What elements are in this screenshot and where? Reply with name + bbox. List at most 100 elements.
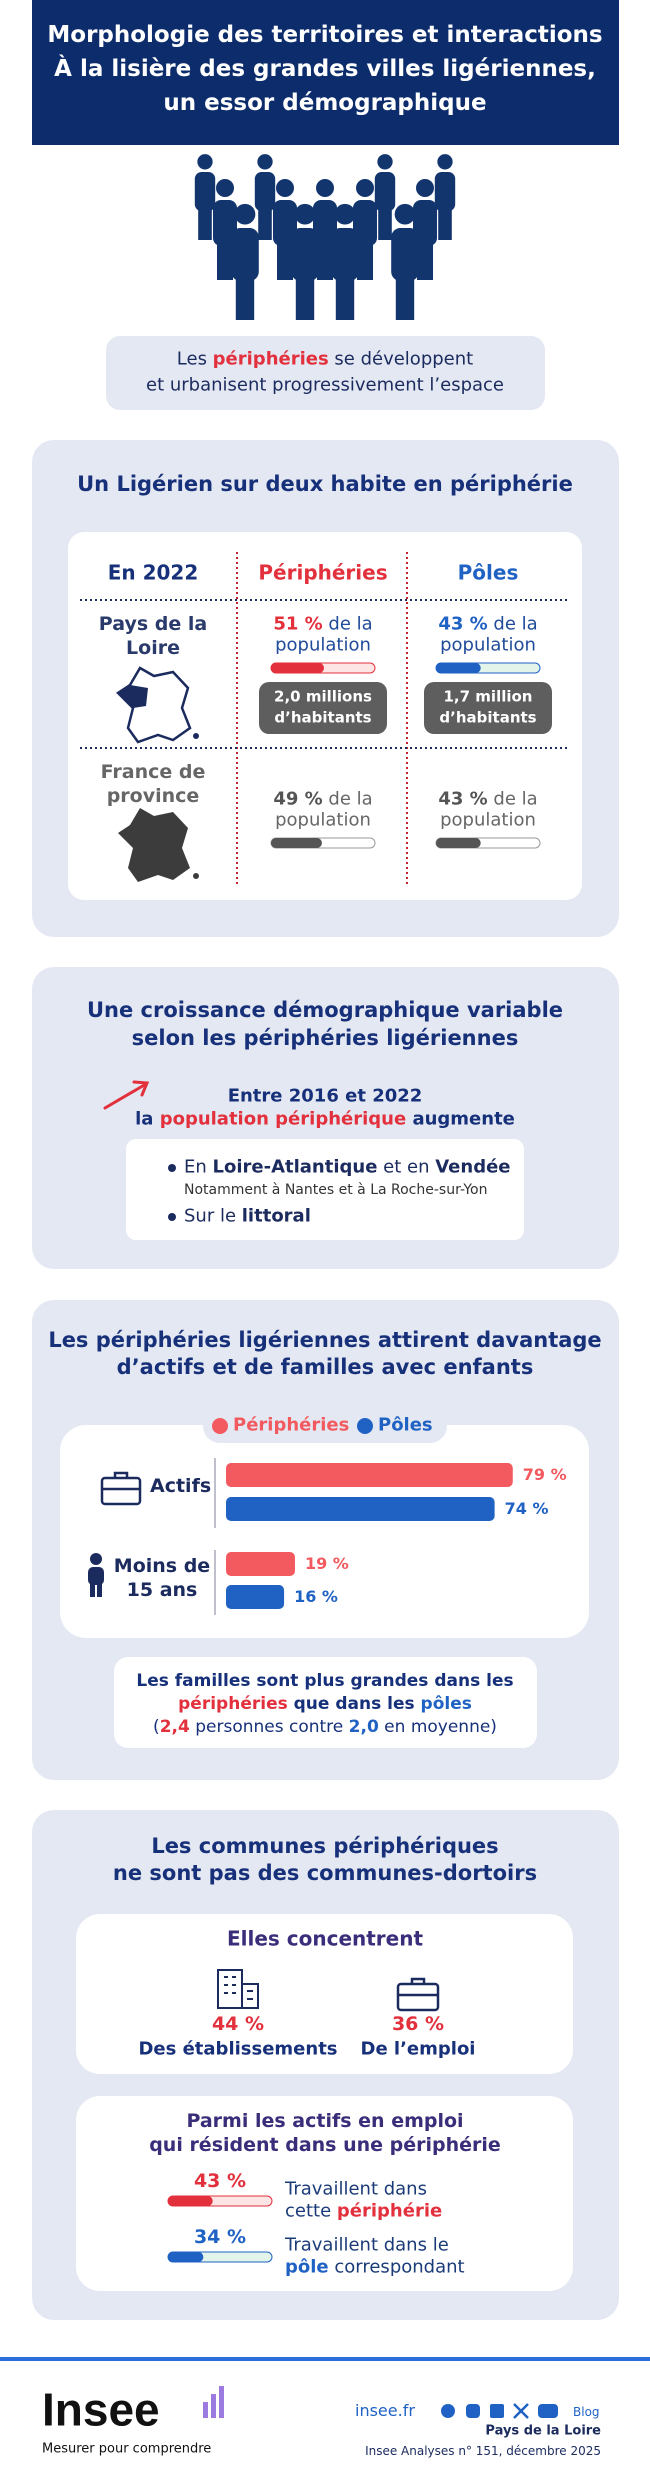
stat-value: 34 % (193, 2226, 247, 2249)
text-segment: 2,0 (348, 1717, 379, 1738)
bar-label: 19 % (304, 1553, 349, 1573)
person-icon (334, 203, 356, 225)
note-text: (2,4 personnes contre 2,0 en moyenne) (115, 1717, 535, 1738)
logo: Insee (42, 2383, 160, 2436)
column-header: En 2022 (107, 560, 199, 585)
stat-text: Travaillent dans le (285, 2235, 449, 2257)
text-segment: littoral (241, 1205, 311, 1227)
person-icon (197, 154, 213, 170)
text-segment: personnes contre (189, 1717, 349, 1738)
stat-text: cette périphérie (285, 2200, 443, 2223)
bar (226, 1463, 513, 1487)
count-text: 1,7 million (443, 687, 533, 706)
group-label: Actifs (150, 1475, 212, 1498)
person-icon (391, 228, 419, 281)
person-icon (216, 179, 234, 197)
stat-value: 44 % (211, 2013, 265, 2036)
share-value: 51 % (273, 613, 323, 635)
share-text: de la (493, 788, 538, 810)
column-header: Pôles (457, 560, 519, 585)
bar (168, 2252, 204, 2262)
share-text: de la (493, 613, 538, 635)
person-icon (276, 179, 294, 197)
logo-bars (203, 2386, 224, 2418)
person-icon (198, 206, 212, 240)
text-segment: correspondant (328, 2256, 465, 2278)
map-icon (116, 666, 199, 744)
count-text: d’habitants (439, 708, 537, 727)
person-icon (438, 206, 452, 240)
arrow-icon (103, 1080, 150, 1110)
text-segment: périphérie (336, 2200, 443, 2222)
person-icon (434, 172, 456, 212)
count-pill (424, 682, 552, 734)
text-segment: Les (176, 348, 213, 370)
intro-pill (106, 336, 545, 410)
person-icon (254, 172, 276, 212)
header-title: un essor démographique (163, 89, 487, 116)
header-title: À la lisière des grandes villes ligérien… (54, 55, 596, 82)
map-icon (118, 808, 199, 882)
person-icon (413, 200, 437, 246)
person-icon (316, 179, 334, 197)
bar-label: 16 % (294, 1586, 338, 1606)
text-segment: en moyenne) (378, 1717, 497, 1738)
text-segment: Travaillent dans (285, 2178, 427, 2200)
intro-text: Les périphéries se développent (110, 348, 540, 371)
bullet (168, 1164, 176, 1172)
text-segment: la (135, 1108, 160, 1130)
box-title: Parmi les actifs en emploi (186, 2110, 464, 2133)
text-segment: augmente (406, 1108, 515, 1130)
blog-link[interactable]: Blog (573, 2405, 600, 2420)
site-link[interactable]: insee.fr (355, 2400, 415, 2420)
person-icon (356, 179, 374, 197)
bullet-text: En Loire-Atlantique et en Vendée (184, 1156, 511, 1179)
note-text: Les familles sont plus grandes dans les (115, 1671, 535, 1692)
text-segment: se développent (328, 348, 474, 370)
bullet (168, 1213, 176, 1221)
text-segment: Entre 2016 et 2022 (227, 1085, 423, 1107)
bullet-box (126, 1139, 524, 1240)
text-segment: et urbanisent progressivement l’espace (146, 374, 504, 396)
inner-card (76, 2096, 573, 2291)
share-text: population (440, 809, 536, 831)
share-text: 43 % de la (408, 613, 568, 636)
text-segment: Loire-Atlantique (212, 1156, 378, 1178)
person-icon (294, 203, 316, 225)
person-icon (273, 200, 297, 246)
box-title: Elles concentrent (226, 1926, 424, 1951)
legend-swatch (212, 1418, 228, 1434)
bullet-text: Sur le littoral (184, 1205, 311, 1228)
share-text: population (275, 634, 371, 656)
text-segment: pôles (420, 1694, 472, 1715)
share-text: population (440, 634, 536, 656)
reference: Insee Analyses n° 151, décembre 2025 (365, 2444, 601, 2459)
footer-rule (0, 2357, 650, 2361)
section-title: Les communes périphériques (151, 1833, 499, 1858)
text-segment: et en (377, 1156, 436, 1178)
person-icon (394, 203, 416, 225)
section-title: d’actifs et de familles avec enfants (116, 1354, 534, 1379)
person-icon (277, 240, 293, 280)
briefcase-icon (100, 1471, 142, 1506)
bar-label: 79 % (522, 1464, 567, 1484)
share-text: population (275, 809, 371, 831)
section-title: Une croissance démographique variable (86, 997, 564, 1022)
text-segment: En (184, 1156, 213, 1178)
group-label: Moins de (113, 1555, 211, 1578)
person-icon (257, 154, 273, 170)
text-segment: Sur le (184, 1205, 242, 1227)
note-text: périphéries que dans les pôles (115, 1694, 535, 1715)
person-icon (194, 172, 216, 212)
section-title: Les périphéries ligériennes attirent dav… (48, 1327, 602, 1352)
social-icons (441, 2403, 558, 2419)
child-icon (88, 1553, 104, 1597)
section-title: Un Ligérien sur deux habite en périphéri… (77, 471, 573, 496)
text-segment: périphéries (212, 348, 329, 370)
header-banner (32, 0, 619, 145)
share-text: de la (328, 613, 373, 635)
person-icon (213, 200, 237, 246)
person-icon (357, 240, 373, 280)
